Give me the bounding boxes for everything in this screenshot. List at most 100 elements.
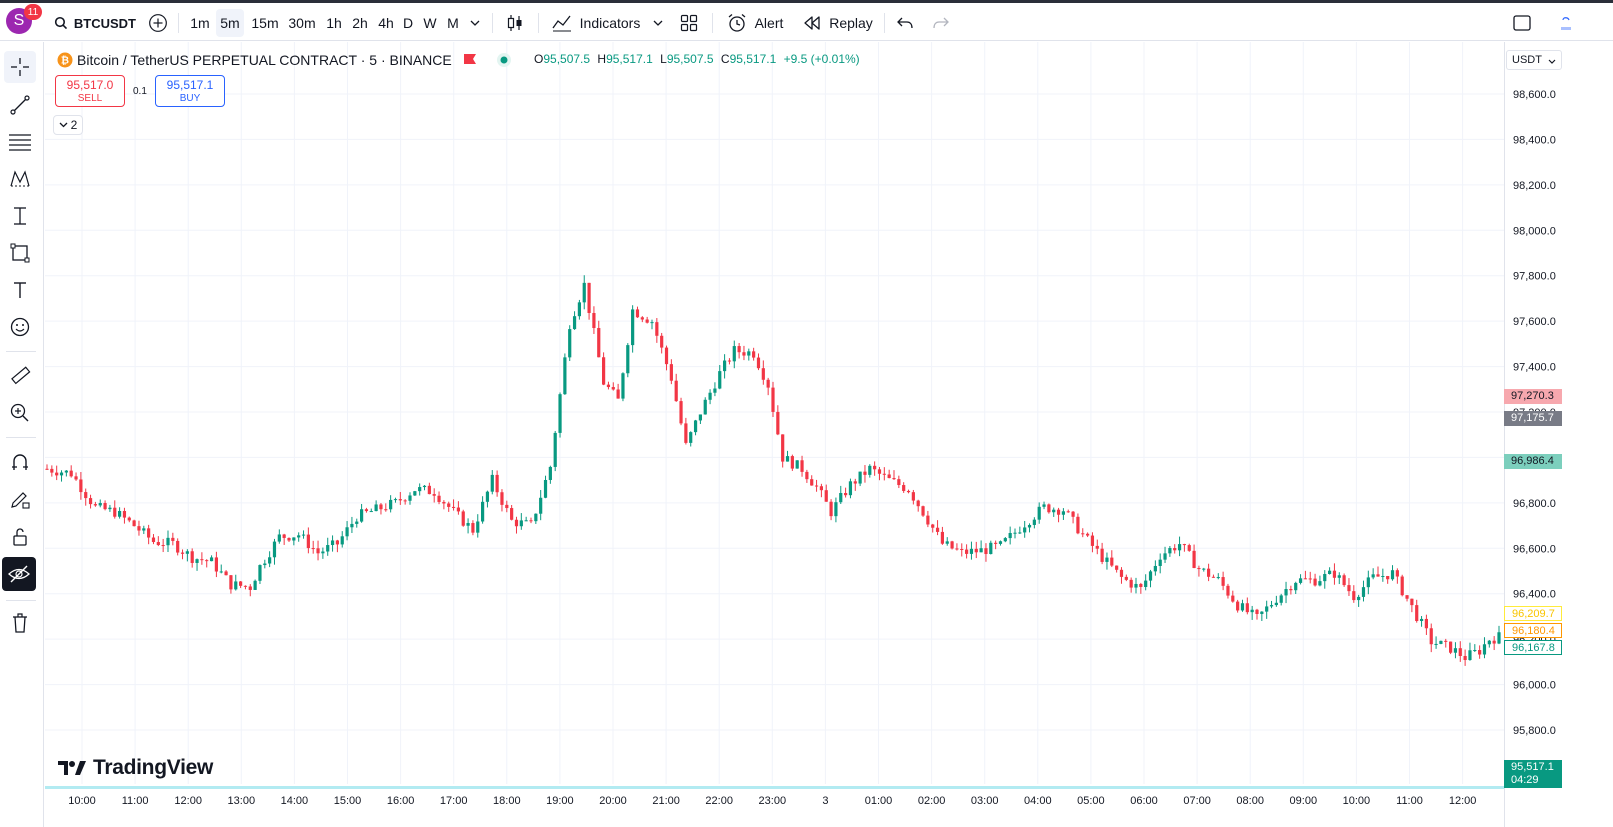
interval-30m[interactable]: 30m	[288, 15, 316, 31]
emoji-tool[interactable]	[4, 311, 36, 343]
candle-body	[277, 534, 281, 542]
drawing-toolbar	[0, 42, 44, 827]
remove-drawings-tool[interactable]	[4, 607, 36, 639]
candle-body	[800, 460, 804, 472]
candle-body	[1449, 641, 1453, 653]
indicators-collapse-button[interactable]: 2	[53, 115, 83, 135]
pattern-tool[interactable]	[4, 163, 36, 195]
candle-body	[911, 492, 915, 501]
candle-body	[427, 485, 431, 495]
price-label-3: 96,986.4	[1504, 454, 1562, 469]
trend-line-tool[interactable]	[4, 89, 36, 121]
replay-button[interactable]: Replay	[800, 9, 876, 37]
candle-body	[858, 471, 862, 484]
redo-button[interactable]	[928, 9, 954, 37]
candle-body	[766, 379, 770, 388]
candle-body	[723, 360, 727, 372]
interval-5m[interactable]: 5m	[216, 9, 244, 37]
candle-body	[1158, 559, 1162, 566]
symbol-title[interactable]: Bitcoin / TetherUS PERPETUAL CONTRACT · …	[77, 52, 452, 68]
candle-body	[650, 322, 654, 324]
hide-drawings-tool[interactable]	[2, 557, 36, 591]
layout-button[interactable]	[676, 9, 702, 37]
sell-label: SELL	[77, 93, 103, 104]
projection-tool[interactable]	[4, 200, 36, 232]
text-tool[interactable]	[4, 274, 36, 306]
sell-button[interactable]: 95,517.0 SELL	[55, 75, 125, 107]
candle-body	[301, 534, 306, 536]
interval-d[interactable]: D	[402, 15, 414, 31]
symbol-search-button[interactable]: BTCUSDT	[50, 9, 136, 37]
x-tick-label: 17:00	[440, 795, 468, 807]
candle-body	[1202, 568, 1206, 570]
candle-body	[1027, 524, 1032, 528]
candle-body	[505, 504, 509, 509]
candle-body	[437, 495, 441, 502]
candle-body	[553, 432, 557, 467]
avatar-letter: S	[13, 12, 25, 29]
toolbar-divider	[538, 13, 539, 33]
interval-15m[interactable]: 15m	[251, 15, 279, 31]
candle-body	[635, 309, 640, 318]
interval-dropdown-button[interactable]	[466, 9, 484, 37]
replay-icon	[804, 16, 820, 30]
fullscreen-button[interactable]	[1508, 9, 1536, 37]
candle-body	[1182, 544, 1186, 546]
open-key: O	[534, 52, 544, 66]
candle-body	[393, 499, 398, 501]
x-tick-label: 22:00	[705, 795, 733, 807]
candle-body	[931, 524, 935, 528]
crosshair-tool[interactable]	[4, 51, 36, 83]
save-layout-button[interactable]	[1558, 9, 1572, 37]
indicators-button[interactable]: Indicators	[548, 9, 644, 37]
candle-body	[568, 329, 572, 358]
candle-body	[422, 485, 427, 488]
currency-selector[interactable]: USDT	[1506, 50, 1562, 70]
candle-body	[403, 500, 407, 502]
candle-body	[940, 531, 944, 544]
candle-body	[1453, 648, 1458, 653]
chart-type-button[interactable]	[502, 9, 528, 37]
x-tick-label: 11:00	[122, 795, 149, 807]
magnet-tool[interactable]	[4, 447, 36, 479]
candle-body	[689, 432, 693, 443]
y-tick-label: 97,800.0	[1513, 271, 1556, 283]
measure-tool[interactable]	[4, 360, 36, 392]
interval-2h[interactable]: 2h	[352, 15, 368, 31]
buy-button[interactable]: 95,517.1 BUY	[155, 75, 225, 107]
indicator-templates-dropdown[interactable]	[648, 9, 668, 37]
tradingview-logo[interactable]: TradingView	[58, 756, 213, 780]
shapes-tool[interactable]	[4, 237, 36, 269]
candle-body	[587, 282, 591, 313]
interval-w[interactable]: W	[423, 15, 437, 31]
alert-button[interactable]: Alert	[722, 9, 788, 37]
candle-body	[882, 473, 886, 475]
eye-crossed-icon	[8, 565, 30, 583]
candle-body	[1366, 577, 1370, 588]
interval-m[interactable]: M	[447, 15, 459, 31]
flag-icon[interactable]	[462, 53, 478, 67]
candle-body	[229, 575, 233, 590]
candle-body	[1124, 576, 1128, 580]
stay-in-drawing-mode-tool[interactable]	[4, 484, 36, 516]
candle-body	[1419, 618, 1424, 622]
candle-body	[543, 479, 548, 498]
toolbar-divider	[492, 13, 493, 33]
zoom-in-tool[interactable]	[4, 397, 36, 429]
interval-1m[interactable]: 1m	[190, 15, 210, 31]
x-tick-label: 11:00	[1396, 795, 1423, 807]
chevron-down-icon	[59, 122, 68, 128]
interval-4h[interactable]: 4h	[378, 15, 394, 31]
lock-drawings-tool[interactable]	[4, 521, 36, 553]
candle-body	[122, 510, 127, 518]
candle-body	[195, 559, 199, 563]
undo-button[interactable]	[892, 9, 918, 37]
price-chart[interactable]: 98,600.0 98,400.0 98,200.0 98,000.0 97,800.0…	[45, 42, 1613, 827]
candle-body	[1076, 516, 1080, 534]
fib-tool[interactable]	[4, 126, 36, 158]
x-tick-label: 23:00	[759, 795, 787, 807]
candle-body	[398, 499, 402, 501]
compare-symbol-button[interactable]	[145, 9, 171, 37]
interval-1h[interactable]: 1h	[326, 15, 342, 31]
order-quantity[interactable]: 0.1	[133, 86, 147, 97]
